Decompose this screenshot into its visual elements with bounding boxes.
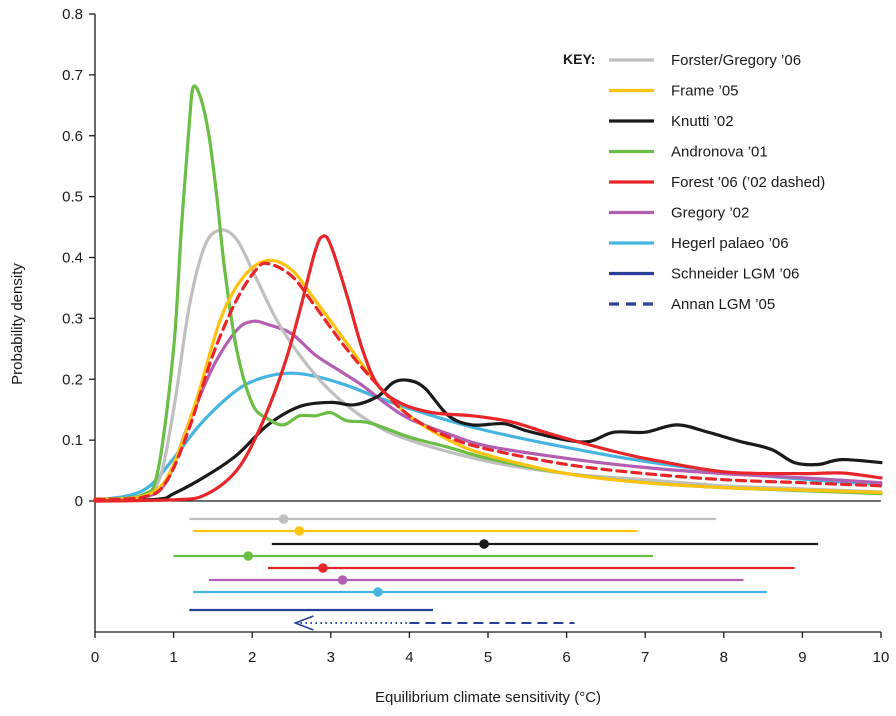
- curve-forest-02: [93, 261, 883, 501]
- best-estimate-knutti-02: [479, 539, 489, 549]
- x-tick-label: 5: [484, 649, 492, 666]
- legend-label-andronova-01: Andronova ’01: [671, 144, 768, 161]
- y-tick-label: 0.4: [62, 250, 83, 267]
- pdf-curves: [93, 84, 883, 503]
- curve-forest-06-02-dashed: [93, 234, 883, 503]
- x-tick-label: 3: [327, 649, 335, 666]
- range-bars: [173, 514, 819, 631]
- legend-label-gregory-02: Gregory ’02: [671, 205, 749, 222]
- legend-label-schneider-lgm-06: Schneider LGM ’06: [671, 266, 799, 283]
- best-estimate-forest-06-02-dashed: [318, 563, 328, 573]
- x-tick-label: 6: [562, 649, 570, 666]
- y-tick-label: 0: [75, 493, 83, 510]
- x-tick-label: 7: [641, 649, 649, 666]
- best-estimate-gregory-02: [337, 575, 348, 585]
- x-axis-ticks: 0 1 2 3 4 5 6 7 8 9 10: [91, 632, 890, 666]
- best-estimate-forster-gregory-06: [278, 514, 289, 524]
- y-axis-ticks: 0 0.1 0.2 0.3 0.4 0.5 0.6 0.7 0.8: [62, 6, 95, 510]
- legend-label-frame-05: Frame ’05: [671, 83, 739, 100]
- x-tick-label: 0: [91, 649, 99, 666]
- legend-label-forster-gregory-06: Forster/Gregory ’06: [671, 52, 801, 69]
- curve-frame-05: [93, 258, 883, 501]
- annan-lgm-arrowhead: [293, 615, 314, 631]
- x-tick-label: 1: [169, 649, 177, 666]
- curve-hegerl-palaeo-06: [93, 371, 883, 502]
- best-estimate-hegerl-palaeo-06: [373, 587, 383, 597]
- legend-label-knutti-02: Knutti ’02: [671, 113, 734, 130]
- y-tick-label: 0.2: [62, 371, 83, 388]
- y-tick-label: 0.5: [62, 189, 83, 206]
- legend-label-hegerl-palaeo-06: Hegerl palaeo ’06: [671, 235, 789, 252]
- x-axis-label: Equilibrium climate sensitivity (°C): [375, 689, 601, 706]
- y-axis-label: Probability density: [9, 263, 26, 385]
- x-tick-label: 2: [248, 649, 256, 666]
- legend-title: KEY:: [563, 51, 595, 67]
- y-tick-label: 0.3: [62, 310, 83, 327]
- y-tick-label: 0.6: [62, 128, 83, 145]
- best-estimate-andronova-01: [243, 551, 254, 561]
- y-tick-label: 0.1: [62, 432, 83, 449]
- legend-label-forest-06-02-dashed: Forest ’06 (’02 dashed): [671, 174, 825, 191]
- x-tick-label: 8: [720, 649, 728, 666]
- y-tick-label: 0.8: [62, 6, 83, 23]
- legend-label-annan-lgm-05: Annan LGM ’05: [671, 296, 775, 313]
- best-estimate-frame-05: [294, 526, 305, 536]
- x-tick-label: 10: [873, 649, 890, 666]
- x-tick-label: 4: [405, 649, 413, 666]
- y-tick-label: 0.7: [62, 67, 83, 84]
- legend: KEY: Forster/Gregory ’06 Frame ’05 Knutti …: [563, 51, 825, 313]
- plot-frame: [94, 14, 881, 633]
- x-tick-label: 9: [798, 649, 806, 666]
- curve-knutti-02: [93, 378, 883, 503]
